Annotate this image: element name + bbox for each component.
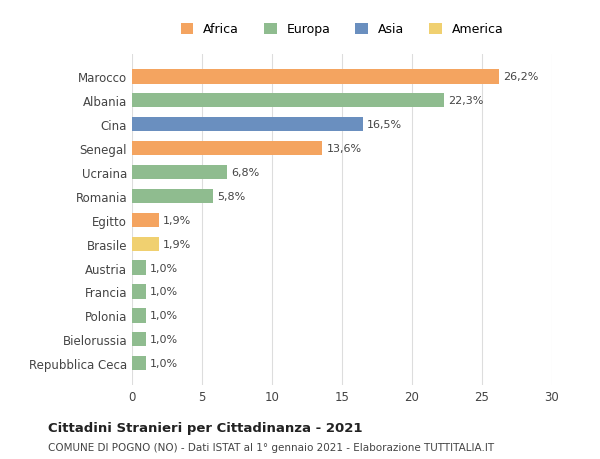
Text: 1,0%: 1,0% [150, 311, 178, 321]
Bar [132, 70, 499, 84]
Text: COMUNE DI POGNO (NO) - Dati ISTAT al 1° gennaio 2021 - Elaborazione TUTTITALIA.I: COMUNE DI POGNO (NO) - Dati ISTAT al 1° … [48, 442, 494, 452]
Text: Cittadini Stranieri per Cittadinanza - 2021: Cittadini Stranieri per Cittadinanza - 2… [48, 421, 362, 435]
Bar [132, 142, 322, 156]
Text: 6,8%: 6,8% [232, 168, 260, 178]
Text: 1,0%: 1,0% [150, 287, 178, 297]
Text: 13,6%: 13,6% [326, 144, 362, 154]
Text: 1,0%: 1,0% [150, 263, 178, 273]
Bar [132, 237, 158, 252]
Bar [132, 94, 444, 108]
Text: 1,9%: 1,9% [163, 239, 191, 249]
Bar [132, 213, 158, 228]
Text: 16,5%: 16,5% [367, 120, 403, 130]
Bar [132, 118, 363, 132]
Bar [132, 356, 146, 370]
Bar [132, 285, 146, 299]
Text: 1,9%: 1,9% [163, 215, 191, 225]
Text: 26,2%: 26,2% [503, 72, 538, 82]
Bar [132, 166, 227, 180]
Bar [132, 308, 146, 323]
Text: 1,0%: 1,0% [150, 335, 178, 345]
Text: 22,3%: 22,3% [448, 96, 484, 106]
Bar [132, 332, 146, 347]
Text: 1,0%: 1,0% [150, 358, 178, 369]
Legend: Africa, Europa, Asia, America: Africa, Europa, Asia, America [176, 18, 508, 41]
Bar [132, 261, 146, 275]
Text: 5,8%: 5,8% [217, 191, 245, 202]
Bar [132, 189, 213, 204]
